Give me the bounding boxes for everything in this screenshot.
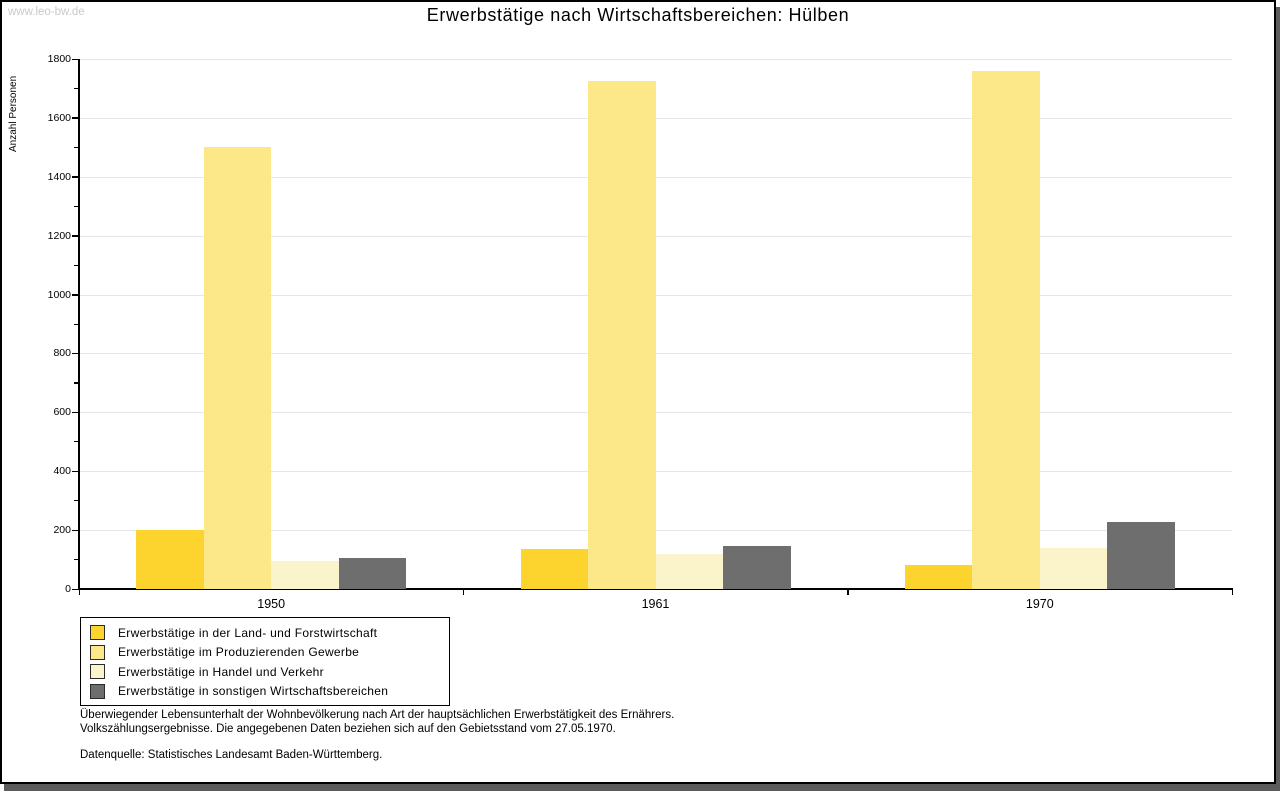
y-minor-tick [74, 264, 79, 266]
x-axis-tick [1231, 589, 1233, 595]
y-tick-label: 1400 [47, 170, 71, 183]
bar [520, 549, 588, 589]
y-tick-label: 1800 [47, 53, 71, 65]
x-category-label: 1950 [257, 597, 286, 611]
y-tick-label: 1200 [47, 229, 71, 242]
x-axis-tick [78, 589, 80, 595]
legend-item: Erwerbstätige in Handel und Verkehr [81, 662, 449, 682]
legend-swatch [90, 644, 105, 660]
y-minor-tick [74, 323, 79, 325]
y-minor-tick [74, 146, 79, 149]
chart-title: Erwerbstätige nach Wirtschaftsbereichen:… [426, 5, 850, 25]
y-tick-label: 200 [53, 524, 71, 537]
y-major-tick [72, 470, 79, 473]
gridline [79, 471, 1232, 473]
legend-label: Erwerbstätige im Produzierenden Gewerbe [118, 645, 360, 660]
y-tick-label: 1600 [47, 111, 71, 124]
x-axis-tick [847, 589, 849, 595]
bar [338, 558, 407, 589]
footnote-line: Volkszählungsergebnisse. Die angegebenen… [80, 722, 616, 735]
x-category-label: 1961 [641, 597, 670, 611]
y-tick-label: 1000 [47, 288, 71, 301]
bar [723, 546, 791, 589]
bar [271, 561, 339, 589]
gridline [79, 294, 1232, 296]
bar [136, 530, 204, 589]
footnotes: Überwiegender Lebensunterhalt der Wohnbe… [80, 709, 674, 763]
legend-swatch [90, 683, 105, 699]
y-major-tick [72, 117, 79, 119]
y-tick-label: 0 [65, 583, 71, 595]
gridline [79, 353, 1232, 355]
gridline [79, 117, 1232, 119]
gridline [79, 412, 1232, 414]
y-minor-tick [74, 559, 79, 561]
y-minor-tick [74, 382, 79, 384]
legend-item: Erwerbstätige im Produzierenden Gewerbe [81, 643, 449, 663]
gridline [79, 176, 1232, 178]
x-category-label: 1970 [1025, 597, 1054, 611]
legend-label: Erwerbstätige in sonstigen Wirtschaftsbe… [118, 684, 389, 699]
bar [203, 147, 272, 589]
y-tick-label: 600 [53, 406, 71, 419]
bar [588, 81, 656, 589]
bar [972, 70, 1040, 589]
legend: Erwerbstätige in der Land- und Forstwirt… [80, 617, 450, 706]
y-tick-label: 800 [53, 347, 71, 360]
y-axis-label: Anzahl Personen [8, 75, 19, 152]
y-major-tick [72, 411, 79, 414]
x-axis-tick [462, 589, 465, 595]
legend-label: Erwerbstätige in der Land- und Forstwirt… [118, 625, 378, 640]
bar [1039, 547, 1108, 589]
y-minor-tick [74, 441, 79, 443]
bar [1107, 521, 1175, 589]
footnote-line: Überwiegender Lebensunterhalt der Wohnbe… [80, 709, 675, 721]
watermark: www.leo-bw.de [8, 6, 85, 18]
legend-item: Erwerbstätige in sonstigen Wirtschaftsbe… [81, 682, 449, 702]
gridline [79, 59, 1232, 60]
y-major-tick [72, 352, 79, 355]
y-minor-tick [74, 87, 79, 90]
bar [904, 565, 973, 589]
y-minor-tick [74, 205, 79, 207]
legend-label: Erwerbstätige in Handel und Verkehr [118, 664, 324, 679]
gridline [79, 530, 1232, 532]
y-major-tick [72, 235, 79, 237]
legend-swatch [90, 625, 105, 641]
y-major-tick [72, 58, 79, 60]
bar [655, 553, 723, 589]
y-major-tick [72, 294, 79, 296]
plot-area: 0 200 400 600 800 1000 1200 1400 1600 1800 1950 196… [48, 53, 1233, 611]
legend-item: Erwerbstätige in der Land- und Forstwirt… [81, 623, 449, 643]
y-minor-tick [74, 500, 79, 502]
gridline [79, 235, 1232, 237]
legend-swatch [90, 664, 105, 680]
y-major-tick [72, 588, 79, 590]
y-major-tick [72, 176, 79, 178]
y-tick-label: 400 [53, 465, 71, 478]
y-major-tick [72, 529, 79, 532]
data-source-line: Datenquelle: Statistisches Landesamt Bad… [80, 749, 383, 761]
